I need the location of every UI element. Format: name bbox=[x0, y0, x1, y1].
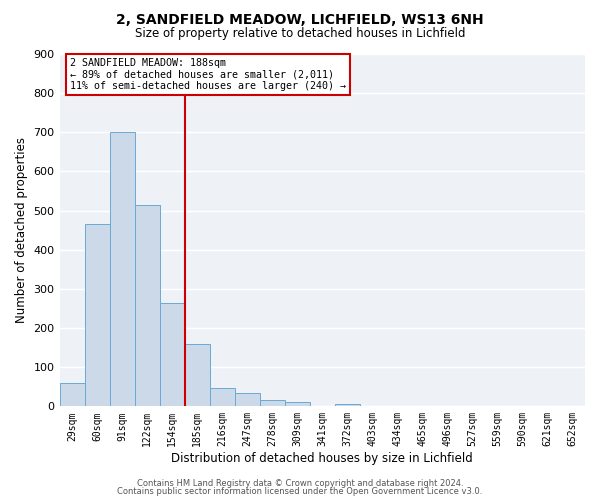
Bar bbox=[134, 204, 160, 406]
Text: 2 SANDFIELD MEADOW: 188sqm
← 89% of detached houses are smaller (2,011)
11% of s: 2 SANDFIELD MEADOW: 188sqm ← 89% of deta… bbox=[70, 58, 346, 90]
Bar bbox=[335, 404, 360, 406]
Bar bbox=[260, 400, 285, 406]
Bar bbox=[209, 388, 235, 406]
Bar bbox=[59, 383, 85, 406]
Bar bbox=[235, 392, 260, 406]
Text: 2, SANDFIELD MEADOW, LICHFIELD, WS13 6NH: 2, SANDFIELD MEADOW, LICHFIELD, WS13 6NH bbox=[116, 12, 484, 26]
Bar bbox=[285, 402, 310, 406]
Bar bbox=[110, 132, 134, 406]
Bar bbox=[160, 302, 185, 406]
X-axis label: Distribution of detached houses by size in Lichfield: Distribution of detached houses by size … bbox=[172, 452, 473, 465]
Bar bbox=[85, 224, 110, 406]
Text: Size of property relative to detached houses in Lichfield: Size of property relative to detached ho… bbox=[135, 28, 465, 40]
Y-axis label: Number of detached properties: Number of detached properties bbox=[15, 137, 28, 323]
Text: Contains public sector information licensed under the Open Government Licence v3: Contains public sector information licen… bbox=[118, 487, 482, 496]
Bar bbox=[185, 344, 209, 406]
Text: Contains HM Land Registry data © Crown copyright and database right 2024.: Contains HM Land Registry data © Crown c… bbox=[137, 478, 463, 488]
